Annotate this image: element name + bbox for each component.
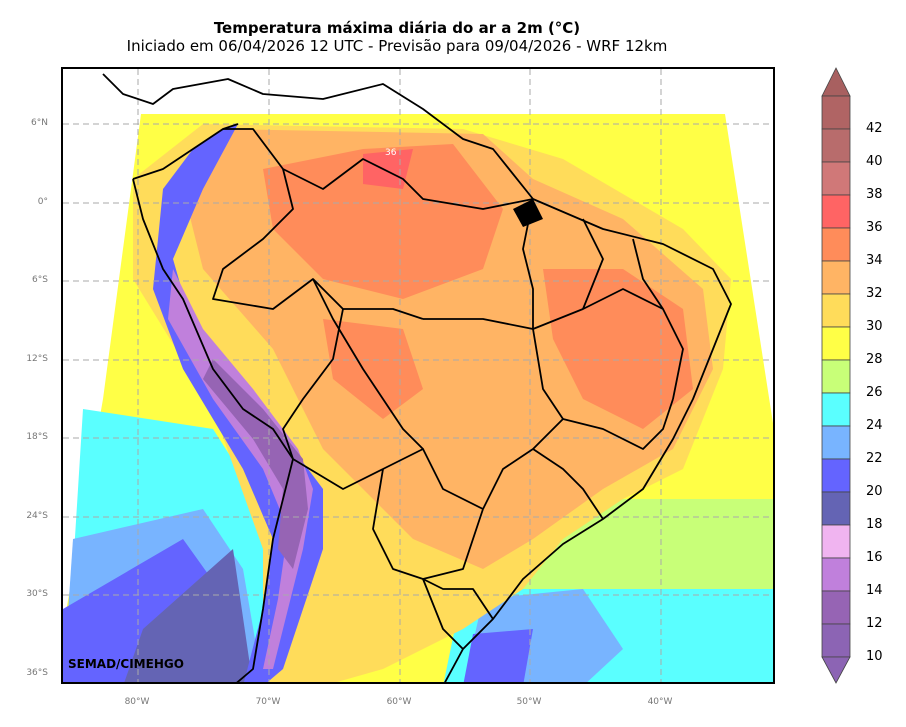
colorbar-label: 24 <box>866 418 883 433</box>
colorbar-bin-24-26 <box>821 359 851 394</box>
lat-tick-30s: 30°S <box>26 589 48 599</box>
colorbar-bin-16-18 <box>821 491 851 526</box>
colorbar-label: 36 <box>866 220 883 235</box>
lon-tick-80w: 80°W <box>124 697 150 707</box>
lat-tick-6s: 6°S <box>32 275 48 285</box>
colorbar-bin-36-38 <box>821 161 851 196</box>
colorbar-label: 22 <box>866 451 883 466</box>
colorbar-bin-12-14 <box>821 557 851 592</box>
hotspot-label: 36 <box>385 148 397 158</box>
colorbar-label: 10 <box>866 649 883 664</box>
colorbar-bin-under <box>821 623 851 658</box>
colorbar-bin-26-28 <box>821 326 851 361</box>
political-borders <box>102 73 732 682</box>
colorbar-label: 42 <box>866 121 883 136</box>
colorbar-bin-34-36 <box>821 194 851 229</box>
field-continent-32b <box>543 269 693 429</box>
colorbar-label: 32 <box>866 286 883 301</box>
lat-tick-12s: 12°S <box>26 354 48 364</box>
temperature-map: 36 <box>61 67 775 684</box>
colorbar-bin-10-12 <box>821 590 851 625</box>
lat-tick-18s: 18°S <box>26 432 48 442</box>
lon-tick-60w: 60°W <box>386 697 412 707</box>
colorbar-bin-40-42 <box>821 95 851 130</box>
colorbar-label: 40 <box>866 154 883 169</box>
colorbar-label: 20 <box>866 484 883 499</box>
credit-label: SEMAD/CIMEHGO <box>68 657 184 671</box>
colorbar <box>821 67 851 684</box>
colorbar-label: 18 <box>866 517 883 532</box>
colorbar-bin-20-22 <box>821 425 851 460</box>
lon-tick-40w: 40°W <box>647 697 673 707</box>
lat-tick-36s: 36°S <box>26 668 48 678</box>
field-east-darkblue <box>463 629 533 682</box>
colorbar-over-arrow <box>821 67 851 97</box>
lat-tick-24s: 24°S <box>26 511 48 521</box>
colorbar-bin-18-20 <box>821 458 851 493</box>
lat-tick-0: 0° <box>37 197 48 207</box>
colorbar-bin-28-30 <box>821 293 851 328</box>
graticule <box>63 69 773 682</box>
colorbar-label: 28 <box>866 352 883 367</box>
field-andes-violet <box>203 359 308 569</box>
field-andes-purple <box>168 269 313 669</box>
colorbar-label: 16 <box>866 550 883 565</box>
colorbar-label: 14 <box>866 583 883 598</box>
colorbar-label: 38 <box>866 187 883 202</box>
field-continent-32 <box>263 144 503 299</box>
map-canvas: 36 <box>63 69 773 682</box>
colorbar-bin-14-16 <box>821 524 851 559</box>
colorbar-bin-38-40 <box>821 128 851 163</box>
colorbar-bin-32-34 <box>821 227 851 262</box>
colorbar-under-arrow <box>821 656 851 684</box>
colorbar-label: 30 <box>866 319 883 334</box>
map-title: Temperatura máxima diária do ar a 2m (°C… <box>213 19 581 37</box>
field-pacific-indigo <box>124 549 253 682</box>
colorbar-label: 26 <box>866 385 883 400</box>
amazon-delta <box>513 199 543 227</box>
map-subtitle: Iniciado em 06/04/2026 12 UTC - Previsão… <box>126 37 668 55</box>
colorbar-bin-22-24 <box>821 392 851 427</box>
lon-tick-70w: 70°W <box>255 697 281 707</box>
colorbar-bin-30-32 <box>821 260 851 295</box>
lat-tick-6n: 6°N <box>31 118 48 128</box>
lon-tick-50w: 50°W <box>516 697 542 707</box>
colorbar-label: 34 <box>866 253 883 268</box>
colorbar-label: 12 <box>866 616 883 631</box>
